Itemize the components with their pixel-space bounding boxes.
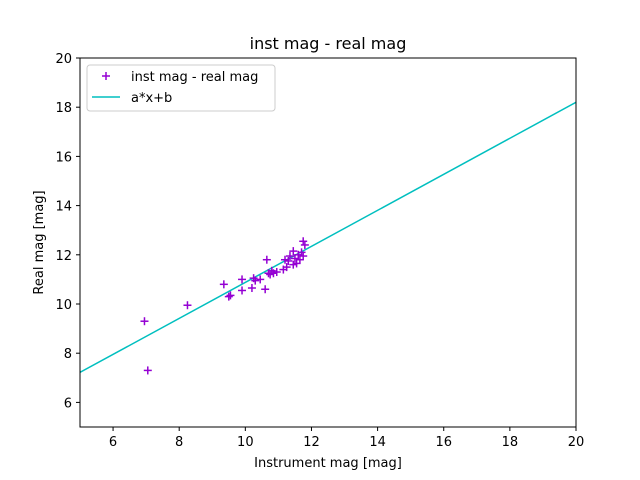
data-point [272, 268, 281, 277]
data-point [282, 263, 291, 272]
y-axis-label: Real mag [mag] [32, 190, 47, 294]
chart-title: inst mag - real mag [250, 34, 407, 53]
data-point [297, 248, 306, 257]
y-tick-label: 18 [55, 101, 72, 116]
data-point [238, 275, 247, 284]
x-tick-label: 20 [568, 435, 585, 450]
x-tick-label: 10 [237, 435, 254, 450]
y-tick-label: 6 [64, 396, 72, 411]
data-point [299, 237, 308, 246]
data-point [300, 240, 309, 249]
data-point [226, 291, 235, 300]
data-point [284, 256, 293, 265]
data-point [299, 252, 308, 261]
data-point [261, 285, 270, 294]
marks-layer [80, 101, 576, 375]
x-axis-label: Instrument mag [mag] [254, 456, 402, 471]
plot-frame [79, 57, 577, 428]
data-point [183, 301, 192, 310]
y-tick-label: 20 [55, 52, 72, 67]
fit-line [80, 101, 576, 374]
data-point [238, 286, 247, 295]
x-tick-label: 16 [435, 435, 452, 450]
legend-marker-scatter [102, 72, 110, 80]
y-tick-label: 16 [55, 150, 72, 165]
data-point [262, 255, 271, 264]
y-tick-label: 14 [55, 200, 72, 215]
legend-box [86, 64, 276, 112]
legend-label-line: a*x+b [131, 91, 172, 106]
data-point [219, 280, 228, 289]
y-tick-label: 10 [55, 298, 72, 313]
data-point [143, 366, 152, 375]
legend: inst mag - real mag a*x+b [86, 64, 276, 112]
y-tick-label: 8 [64, 347, 72, 362]
legend-label-scatter: inst mag - real mag [131, 70, 258, 85]
x-tick-label: 12 [303, 435, 320, 450]
data-point [247, 284, 256, 293]
x-tick-label: 18 [502, 435, 519, 450]
y-tick-label: 12 [55, 249, 72, 264]
data-point [289, 247, 298, 256]
data-point [140, 317, 149, 326]
data-point [224, 292, 233, 301]
data-point [285, 252, 294, 261]
data-point [251, 276, 260, 285]
plot-area [80, 58, 576, 427]
x-tick-label: 14 [369, 435, 386, 450]
data-point [256, 275, 265, 284]
x-tick-label: 6 [109, 435, 117, 450]
x-tick-label: 8 [175, 435, 183, 450]
y-axis: 6 8 10 12 14 16 18 20 [55, 52, 80, 411]
x-axis: 6 8 10 12 14 16 18 20 [109, 427, 584, 450]
